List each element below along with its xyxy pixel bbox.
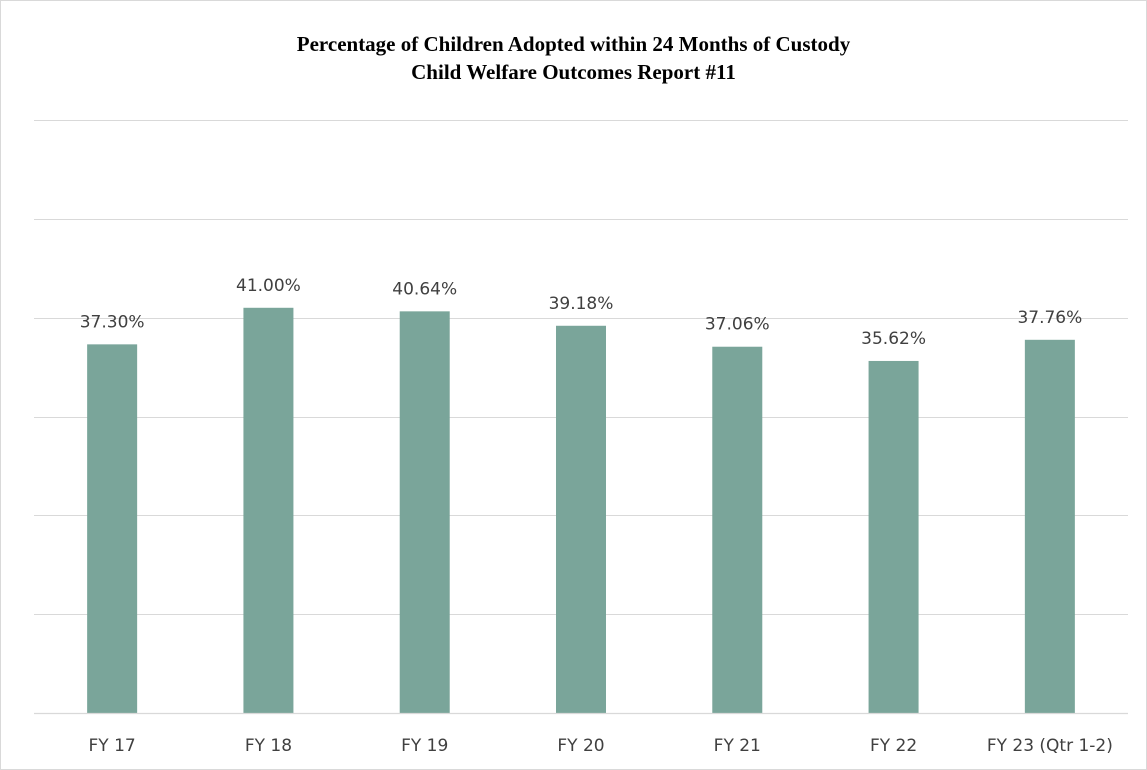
chart-title: Percentage of Children Adopted within 24…	[296, 32, 851, 56]
x-tick-label: FY 17	[89, 736, 136, 756]
data-label: 40.64%	[392, 279, 457, 299]
bar	[556, 325, 606, 713]
data-label: 35.62%	[861, 329, 926, 349]
x-tick-label: FY 22	[870, 736, 917, 756]
x-tick-label: FY 18	[245, 736, 292, 756]
x-tick-label: FY 21	[714, 736, 761, 756]
bar	[87, 344, 138, 713]
x-tick-label: FY 19	[401, 736, 448, 756]
data-label: 37.30%	[80, 312, 145, 332]
data-label: 41.00%	[236, 276, 301, 296]
bar	[243, 307, 294, 713]
x-tick-label: FY 23 (Qtr 1-2)	[987, 736, 1113, 756]
bar	[868, 360, 919, 713]
bar	[1024, 339, 1075, 713]
data-label: 37.06%	[705, 315, 770, 335]
bar	[712, 346, 763, 713]
data-label: 39.18%	[549, 294, 614, 314]
bar	[399, 311, 450, 713]
x-tick-label: FY 20	[557, 736, 604, 756]
chart-subtitle: Child Welfare Outcomes Report #11	[411, 60, 736, 84]
data-label: 37.76%	[1017, 308, 1082, 328]
